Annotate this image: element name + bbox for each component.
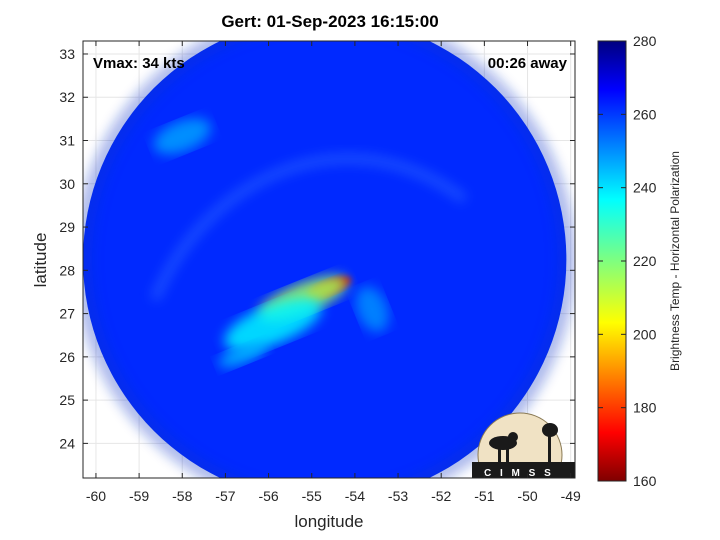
swath-disk <box>83 41 567 478</box>
logo-text: C I M S S <box>484 468 554 479</box>
rainband-feature <box>224 297 322 351</box>
x-tick-label: -53 <box>388 488 408 504</box>
axes-frame <box>82 40 576 479</box>
rainband-feature <box>153 118 211 155</box>
x-tick-label: -49 <box>561 488 581 504</box>
rainband-feature <box>355 286 389 333</box>
colorbar-tick-label: 200 <box>633 326 657 342</box>
y-tick-label: 32 <box>59 89 75 105</box>
x-axis-ticks: -60 -59 -58 -57 -56 -55 -54 -53 -52 -51 -50 -49 <box>86 41 581 504</box>
y-tick-label: 29 <box>59 219 75 235</box>
x-tick-label: -51 <box>474 488 494 504</box>
colorbar-tick-label: 260 <box>633 106 657 122</box>
x-tick-label: -59 <box>129 488 149 504</box>
swath-edge-shading <box>83 41 575 478</box>
vmax-annotation: Vmax: 34 kts <box>93 55 185 72</box>
y-tick-label: 27 <box>59 306 75 322</box>
x-tick-label: -54 <box>345 488 365 504</box>
y-tick-label: 26 <box>59 349 75 365</box>
y-tick-label: 30 <box>59 176 75 192</box>
x-tick-label: -56 <box>258 488 278 504</box>
x-tick-label: -58 <box>172 488 192 504</box>
microwave-swath <box>83 41 575 478</box>
y-tick-label: 25 <box>59 392 75 408</box>
colorbar-label: Brightness Temp - Horizontal Polarizatio… <box>668 151 682 371</box>
x-axis-label: longitude <box>294 512 363 531</box>
y-axis-ticks: 24 25 26 27 28 29 30 31 32 33 <box>59 46 575 451</box>
x-tick-label: -50 <box>517 488 537 504</box>
time-away-annotation: 00:26 away <box>488 55 568 72</box>
y-tick-label: 24 <box>59 435 75 451</box>
colorbar-tick-label: 280 <box>633 33 657 49</box>
rainband-hint <box>150 153 468 302</box>
rainband-feature <box>218 342 267 368</box>
y-axis-label: latitude <box>31 233 50 288</box>
colorbar-tick-label: 160 <box>633 473 657 489</box>
colorbar-tick-label: 220 <box>633 253 657 269</box>
y-tick-label: 28 <box>59 262 75 278</box>
chart-title: Gert: 01-Sep-2023 16:15:00 <box>221 12 439 31</box>
x-tick-label: -60 <box>86 488 106 504</box>
x-tick-label: -57 <box>215 488 235 504</box>
y-tick-label: 31 <box>59 133 75 149</box>
x-tick-label: -55 <box>302 488 322 504</box>
cimss-logo: C I M S S <box>472 412 575 479</box>
colorbar-tick-label: 180 <box>633 400 657 416</box>
colorbar-tick-label: 240 <box>633 180 657 196</box>
colorbar-ticks: 160 180 200 220 240 260 280 <box>598 33 657 489</box>
x-tick-label: -52 <box>431 488 451 504</box>
y-tick-label: 33 <box>59 46 75 62</box>
